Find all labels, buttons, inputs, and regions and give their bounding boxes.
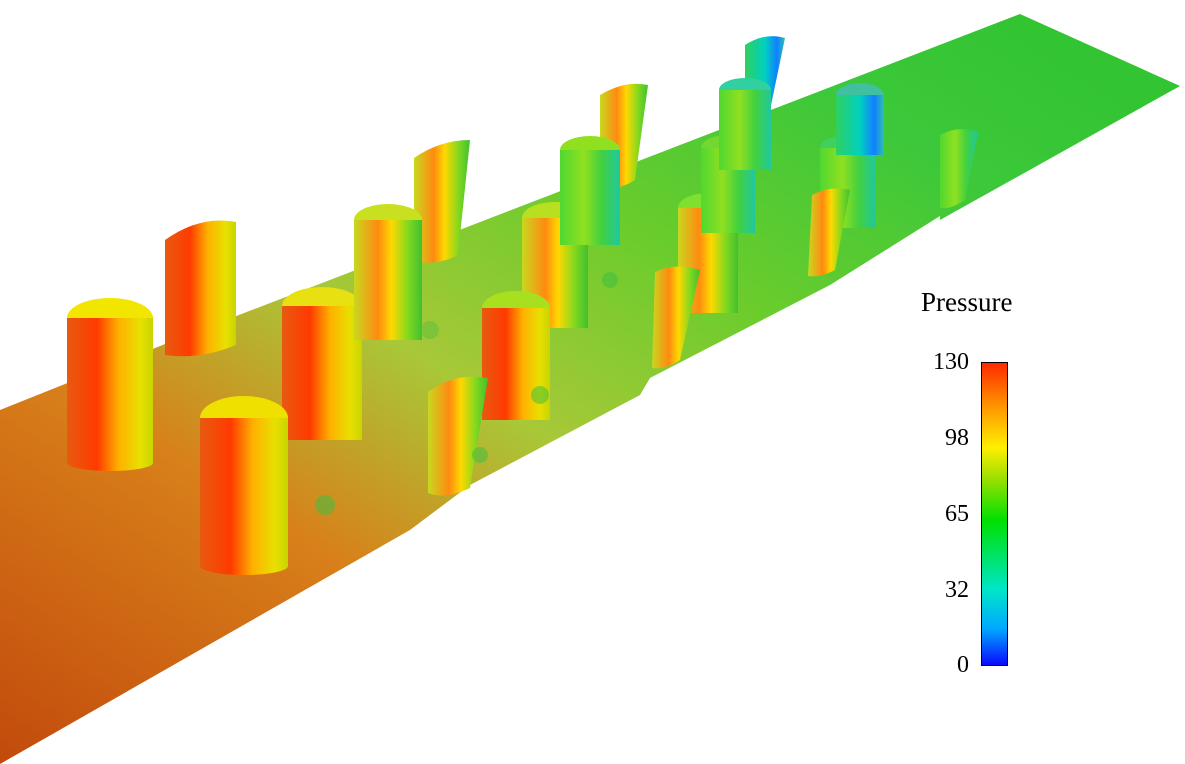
floor-pressure-spots bbox=[315, 272, 618, 515]
channel-floor bbox=[0, 14, 1180, 764]
colorbar-tick-min: 0 bbox=[957, 652, 969, 678]
cylinder-row-front bbox=[200, 129, 978, 575]
colorbar bbox=[981, 362, 1008, 666]
colorbar-tick: 65 bbox=[945, 501, 969, 527]
colorbar-tick: 98 bbox=[945, 425, 969, 451]
colorbar-tick: 32 bbox=[945, 577, 969, 603]
colorbar-tick-max: 130 bbox=[933, 349, 969, 375]
legend-title: Pressure bbox=[921, 287, 1013, 317]
cylinder-row-middle bbox=[67, 78, 884, 471]
